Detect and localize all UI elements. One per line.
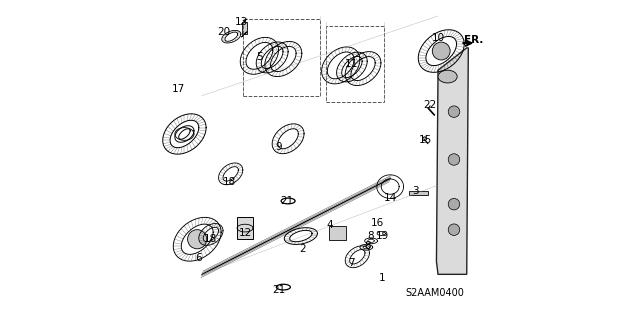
Text: 10: 10 xyxy=(431,33,445,43)
Circle shape xyxy=(448,224,460,235)
Text: 8: 8 xyxy=(368,231,374,241)
Text: 8: 8 xyxy=(365,241,371,251)
Bar xyxy=(410,191,428,195)
Text: 12: 12 xyxy=(239,228,252,238)
Text: 4: 4 xyxy=(326,220,333,230)
Bar xyxy=(237,217,253,239)
Bar xyxy=(243,19,320,96)
Text: 21: 21 xyxy=(272,285,285,295)
Circle shape xyxy=(188,230,207,249)
Text: 3: 3 xyxy=(412,186,419,197)
Text: 15: 15 xyxy=(419,135,432,145)
Bar xyxy=(328,226,346,240)
Text: 13: 13 xyxy=(236,17,248,27)
Text: 7: 7 xyxy=(349,258,355,268)
Text: 2: 2 xyxy=(299,244,306,254)
Text: 6: 6 xyxy=(195,253,202,263)
Circle shape xyxy=(448,198,460,210)
Text: S2AAM0400: S2AAM0400 xyxy=(405,288,464,299)
Text: 20: 20 xyxy=(218,27,231,37)
Text: 19: 19 xyxy=(376,231,389,241)
Text: 9: 9 xyxy=(275,142,282,152)
Text: 22: 22 xyxy=(424,100,436,110)
Circle shape xyxy=(448,106,460,117)
Text: 18: 18 xyxy=(223,177,236,187)
Text: 18: 18 xyxy=(204,234,216,244)
Polygon shape xyxy=(436,48,468,274)
Circle shape xyxy=(432,42,450,60)
Text: 1: 1 xyxy=(379,272,385,283)
Ellipse shape xyxy=(438,70,457,83)
Text: 16: 16 xyxy=(371,218,384,228)
Bar xyxy=(241,22,246,34)
Text: 14: 14 xyxy=(383,193,397,203)
Text: 5: 5 xyxy=(256,52,262,63)
Circle shape xyxy=(422,137,426,141)
Bar xyxy=(326,26,384,102)
Text: 17: 17 xyxy=(172,84,185,94)
Circle shape xyxy=(448,154,460,165)
Text: FR.: FR. xyxy=(464,35,484,45)
Text: 21: 21 xyxy=(280,196,293,206)
Text: 11: 11 xyxy=(345,59,358,69)
